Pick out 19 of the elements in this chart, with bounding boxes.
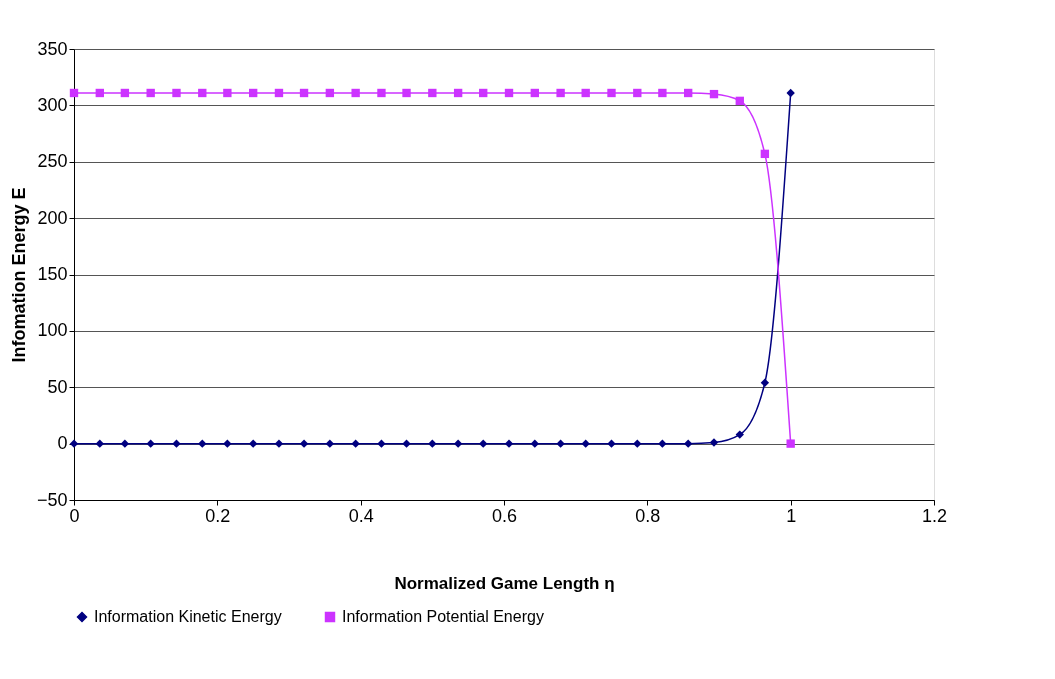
x-tick-label: 1 bbox=[786, 505, 797, 526]
y-tick-label: 200 bbox=[37, 207, 68, 228]
y-tick-label: 300 bbox=[37, 94, 68, 115]
x-tick-label: 0.4 bbox=[348, 505, 374, 526]
x-tick-label: 1.2 bbox=[921, 505, 948, 526]
y-axis-title: Infomation Energy E bbox=[8, 187, 29, 363]
y-tick-label: 50 bbox=[47, 376, 68, 397]
y-tick-label: 350 bbox=[37, 38, 68, 59]
x-tick-label: 0.6 bbox=[491, 505, 518, 526]
x-axis-title: Normalized Game Length η bbox=[394, 573, 615, 593]
legend-label: Information Kinetic Energy bbox=[94, 608, 282, 625]
legend-label: Information Potential Energy bbox=[342, 608, 544, 625]
y-tick-label: 250 bbox=[37, 151, 68, 172]
x-tick-label: 0.2 bbox=[205, 505, 231, 526]
y-tick-label: 100 bbox=[37, 320, 68, 341]
y-tick-label: 0 bbox=[57, 433, 68, 454]
y-tick-label: −50 bbox=[36, 489, 68, 510]
y-tick-label: 150 bbox=[37, 264, 68, 284]
x-tick-label: 0.8 bbox=[635, 505, 661, 526]
